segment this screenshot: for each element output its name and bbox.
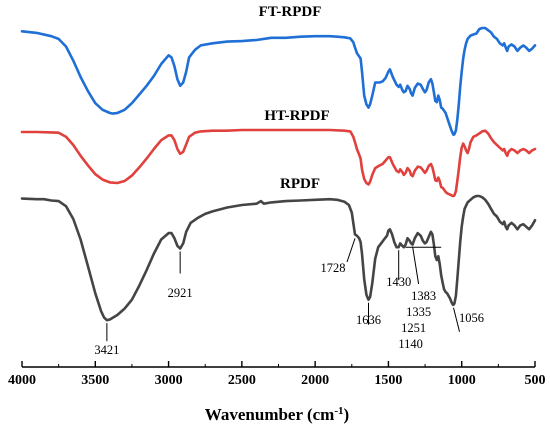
x-tick-label: 1000: [448, 373, 476, 388]
x-tick-label: 2500: [228, 373, 256, 388]
series-label-rpdf: RPDF: [280, 176, 320, 192]
annotation-leader: [453, 307, 460, 332]
series-layer: FT-RPDF HT-RPDF RPDF: [20, 4, 537, 322]
x-tick-label: 2000: [301, 373, 329, 388]
annotation-label: 1728: [321, 261, 346, 275]
x-tick-label: 1500: [374, 373, 402, 388]
annotation-label: 1251: [401, 321, 426, 335]
annotation-label: 2921: [168, 286, 193, 300]
x-axis-title-main: Wavenumber (cm: [205, 405, 335, 424]
x-axis-title-close: ): [344, 405, 350, 424]
series-line-rpdf: [20, 194, 537, 322]
annotation-leader: [346, 238, 356, 263]
annotation-label: 1636: [356, 313, 381, 327]
annotation-label: 3421: [94, 343, 119, 357]
series-line-ft-rpdf: [20, 26, 537, 137]
annotation-label: 1056: [459, 311, 484, 325]
x-axis-title-sup: -1: [334, 405, 343, 417]
peak-group-leader: [412, 246, 420, 285]
x-axis: 4000 3500 3000 2500 2000 1500 1000 500: [8, 361, 546, 388]
x-tick-label: 4000: [8, 373, 36, 388]
series-line-ht-rpdf: [20, 128, 537, 198]
x-tick-label: 3000: [155, 373, 183, 388]
series-label-ft-rpdf: FT-RPDF: [259, 4, 322, 20]
annotation-label: 1430: [386, 275, 411, 289]
x-axis-title: Wavenumber (cm-1): [205, 405, 349, 424]
x-tick-label: 500: [525, 373, 546, 388]
annotation-label: 1383: [411, 289, 436, 303]
annotation-label: 1335: [406, 305, 431, 319]
annotation-label: 1140: [398, 337, 423, 351]
series-label-ht-rpdf: HT-RPDF: [264, 108, 329, 124]
x-tick-label: 3500: [81, 373, 109, 388]
